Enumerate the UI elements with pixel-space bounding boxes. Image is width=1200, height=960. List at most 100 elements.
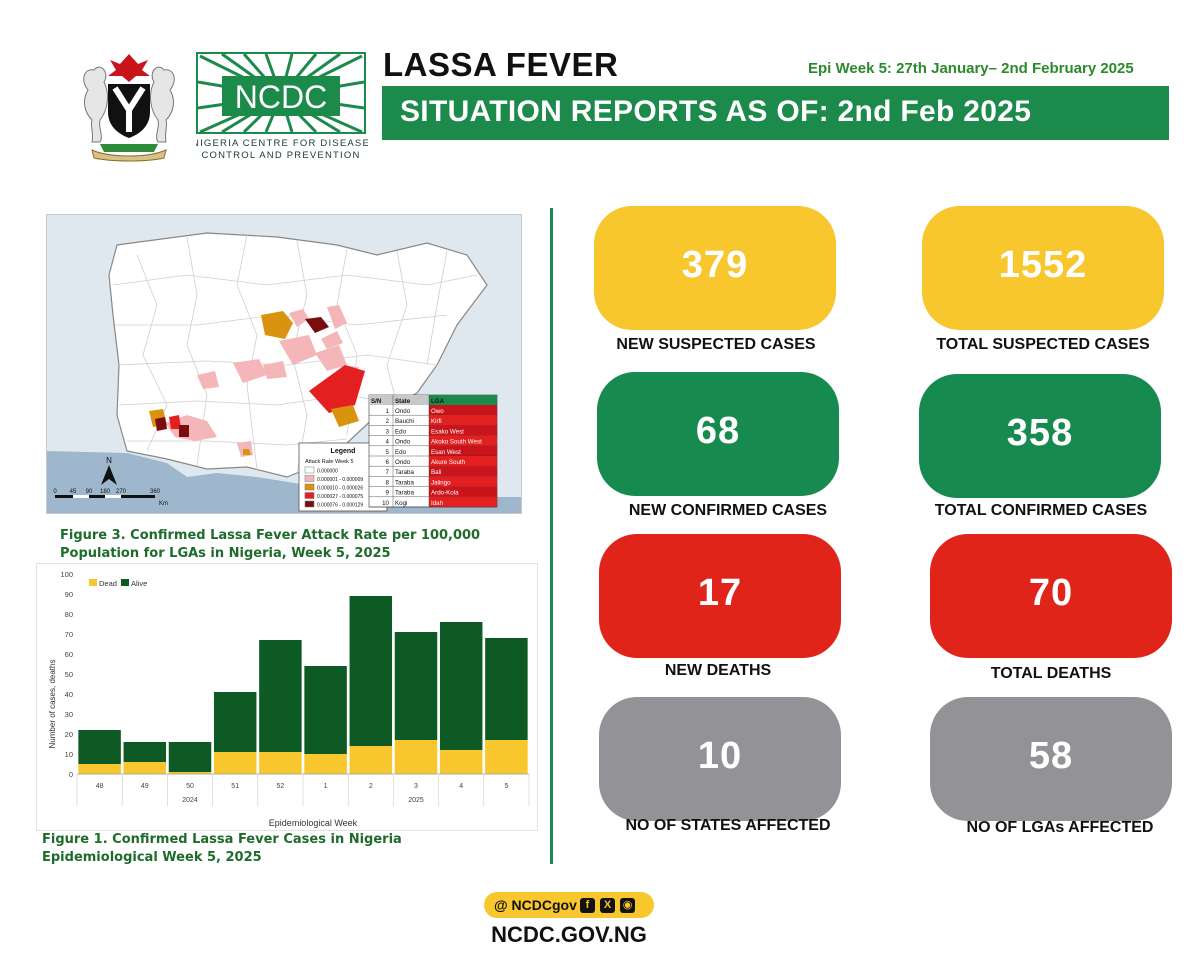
report-title: LASSA FEVER: [383, 46, 619, 83]
legend-item-label: 0.000001 - 0.000009: [317, 477, 363, 483]
bar-alive-week-48: [78, 730, 121, 764]
table-row-state: Taraba: [395, 490, 414, 497]
bar-alive-week-2: [349, 596, 393, 746]
total-suspected-card: 1552: [922, 206, 1164, 330]
legend-swatch: [304, 475, 315, 482]
table-lga-cell-bg: [429, 445, 497, 456]
bar-alive-week-49: [123, 742, 167, 762]
ncdc-logo-subtitle-2: CONTROL AND PREVENTION: [201, 150, 360, 160]
bar-dead-week-50: [168, 772, 212, 774]
y-tick-label: 0: [69, 770, 73, 779]
table-row-sn: 8: [386, 479, 390, 486]
website-link[interactable]: NCDC.GOV.NG: [491, 922, 647, 947]
legend-dead-label: Dead: [99, 579, 117, 588]
table-row-sn: 4: [386, 439, 390, 446]
table-lga-cell-bg: [429, 425, 497, 436]
legend-swatch: [304, 466, 315, 474]
x-tick-label: 50: [186, 783, 194, 790]
instagram-icon[interactable]: ◉: [620, 898, 635, 913]
table-row-sn: 5: [386, 449, 390, 456]
x-tick-label: 48: [96, 783, 104, 790]
lgas-affected-label: NO OF LGAs AFFECTED: [966, 819, 1154, 836]
bar-dead-week-1: [304, 754, 347, 774]
table-row-state: Kogi: [395, 500, 407, 507]
y-tick-label: 40: [65, 690, 73, 699]
ncdc-logo: NCDC NIGERIA CENTRE FOR DISEASE CONTROL …: [196, 52, 368, 160]
scale-label: 45: [70, 489, 77, 495]
x-tick-label: 3: [414, 783, 418, 790]
table-row-sn: 10: [382, 500, 389, 507]
scale-label: 180: [100, 489, 111, 495]
bar-dead-week-48: [78, 764, 121, 774]
north-arrow-icon: [101, 465, 117, 485]
table-row-lga: Idah: [431, 500, 444, 507]
y-tick-label: 60: [65, 650, 73, 659]
scale-label: 90: [86, 489, 93, 495]
table-row-state: Taraba: [395, 469, 414, 476]
scale-label: 0: [53, 489, 57, 495]
legend-item-label: 0.000000: [317, 469, 338, 475]
table-lga-cell-bg: [429, 466, 497, 477]
new-suspected-value: 379: [681, 244, 749, 286]
new-confirmed-card: 68: [597, 372, 839, 496]
social-handle-pill[interactable]: @ NCDCgov f X ◉: [484, 892, 654, 918]
figure-1-caption: Figure 1. Confirmed Lassa Fever Cases in…: [42, 831, 422, 867]
total-confirmed-value: 358: [1006, 412, 1074, 454]
y-tick-label: 70: [65, 630, 73, 639]
map-canvas: N 0 45 90 180 270 360 Km Legend Attack Rate W…: [47, 232, 521, 513]
scale-label: 360: [150, 489, 161, 495]
bar-dead-week-2: [349, 746, 393, 774]
table-lga-cell-bg: [429, 476, 497, 487]
total-confirmed-card: 358: [919, 374, 1161, 498]
legend-title: Legend: [331, 448, 356, 455]
table-lga-cell-bg: [429, 405, 497, 416]
x-icon[interactable]: X: [600, 898, 615, 913]
situation-banner: SITUATION REPORTS AS OF: 2nd Feb 2025: [379, 86, 1169, 140]
table-row-sn: 1: [386, 408, 390, 415]
bar-alive-week-51: [213, 692, 257, 752]
section-divider: [550, 208, 553, 864]
lgas-affected-value: 58: [1028, 735, 1074, 777]
table-lga-cell-bg: [429, 415, 497, 426]
ncdc-logo-subtitle-1: NIGERIA CENTRE FOR DISEASE: [196, 138, 368, 149]
x-tick-label: 4: [459, 783, 463, 790]
table-row-lga: Ardo-Kola: [431, 490, 459, 497]
bar-dead-week-3: [394, 740, 438, 774]
table-row-state: Ondo: [395, 408, 411, 415]
x-tick-label: 51: [231, 783, 239, 790]
table-row-sn: 6: [386, 459, 390, 466]
cases-chart: 0 10 20 30 40 50 60 70 80 90 100 48 49 50 51 52 1 2 3 4 5 20…: [36, 563, 538, 831]
cases-chart-svg: 0 10 20 30 40 50 60 70 80 90 100 48 49 50 51 52 1 2 3 4 5 20…: [48, 570, 530, 828]
table-row-state: Bauchi: [395, 418, 414, 425]
facebook-icon[interactable]: f: [580, 898, 595, 913]
total-deaths-value: 70: [1028, 572, 1074, 614]
table-lga-cell-bg: [429, 456, 497, 467]
social-handle: @ NCDCgov: [494, 897, 577, 913]
table-row-sn: 2: [386, 418, 390, 425]
new-confirmed-value: 68: [695, 410, 741, 452]
table-row-state: Edo: [395, 449, 407, 456]
table-row-lga: Esako West: [431, 428, 464, 435]
legend-item-label: 0.000076 - 0.000129: [317, 503, 363, 509]
new-deaths-label: NEW DEATHS: [664, 662, 772, 679]
new-deaths-card: 17: [599, 534, 841, 658]
bar-dead-week-5: [485, 740, 528, 774]
table-row-sn: 9: [386, 490, 390, 497]
legend-swatch: [304, 492, 315, 499]
states-affected-value: 10: [697, 735, 743, 777]
figure-3-caption: Figure 3. Confirmed Lassa Fever Attack R…: [60, 528, 481, 561]
new-suspected-card: 379: [594, 206, 836, 330]
y-tick-label: 80: [65, 610, 73, 619]
x-tick-label: 52: [277, 783, 285, 790]
states-affected-label: NO OF STATES AFFECTED: [625, 817, 831, 834]
legend-alive-label: Alive: [131, 579, 147, 588]
legend-swatch: [304, 483, 315, 491]
y-tick-label: 50: [65, 670, 73, 679]
y-tick-label: 20: [65, 730, 73, 739]
ncdc-logo-text: NCDC: [235, 79, 327, 115]
table-row-lga: Owo: [431, 408, 444, 415]
x-tick-label: 2: [369, 783, 373, 790]
states-affected-card: 10: [599, 697, 841, 821]
coat-of-arms-emblem: [83, 54, 175, 162]
bar-alive-week-4: [439, 622, 483, 750]
